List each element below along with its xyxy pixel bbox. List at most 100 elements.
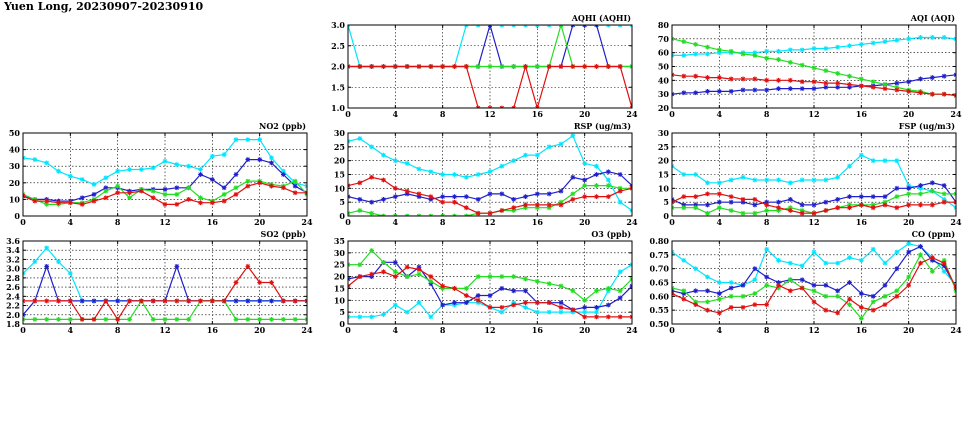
data-point-cyan [941, 35, 947, 40]
data-point-green [787, 59, 793, 65]
data-point-blue [906, 79, 912, 85]
data-point-red [894, 293, 900, 299]
data-point-cyan [416, 300, 422, 306]
chart-no2: 0 4 8 12 16 20 24 0 10 20 30 40 50 NO2 (ppb) [9, 121, 313, 227]
data-point-green [280, 316, 286, 322]
data-point-red [138, 298, 144, 304]
plot-frame [22, 132, 308, 217]
data-point-blue [858, 291, 864, 296]
data-point-cyan [138, 167, 144, 172]
x-tick-label: 0 [669, 325, 675, 335]
data-point-cyan [269, 155, 274, 161]
data-point-cyan [941, 269, 947, 274]
data-point-green [823, 293, 829, 299]
data-point-cyan [198, 167, 203, 172]
data-point-green [693, 41, 699, 47]
x-tick-label: 0 [669, 109, 675, 119]
data-point-red [847, 205, 852, 211]
data-point-cyan [752, 50, 758, 56]
data-point-red [705, 191, 710, 197]
data-point-green [894, 288, 900, 294]
x-tick-label: 12 [808, 109, 819, 119]
x-tick-label: 12 [159, 325, 170, 335]
data-point-blue [776, 86, 781, 92]
y-tick-label: 3.6 [6, 236, 20, 246]
data-point-red [870, 307, 876, 313]
data-point-red [570, 307, 576, 313]
chart-title: CO (ppm) [912, 229, 956, 239]
data-point-blue [463, 194, 469, 200]
data-point-red [233, 280, 239, 285]
data-point-blue [716, 291, 722, 296]
data-point-green [787, 277, 793, 283]
data-point-cyan [847, 255, 852, 260]
data-point-blue [847, 194, 852, 200]
data-point-cyan [546, 309, 552, 315]
data-point-blue [858, 194, 864, 200]
data-point-cyan [799, 47, 805, 53]
data-point-green [594, 288, 599, 294]
data-point-cyan [56, 168, 61, 174]
data-point-red [705, 307, 710, 313]
x-tick-label: 4 [68, 217, 74, 227]
data-point-red [452, 64, 457, 69]
data-point-blue [475, 293, 481, 298]
data-point-blue [941, 263, 947, 269]
data-point-green [716, 205, 722, 211]
data-point-blue [381, 197, 386, 202]
data-point-red [428, 64, 434, 69]
x-tick-label: 20 [903, 109, 915, 119]
y-tick-label: 20 [658, 103, 670, 113]
data-point-blue [693, 288, 699, 294]
data-point-green [357, 262, 363, 268]
data-point-blue [605, 302, 611, 308]
data-point-green [103, 188, 109, 194]
x-tick-label: 16 [532, 109, 544, 119]
data-point-blue [693, 90, 699, 96]
data-point-blue [245, 298, 251, 304]
plot-area [672, 35, 956, 98]
data-point-cyan [523, 152, 528, 158]
data-point-cyan [835, 260, 841, 266]
data-point-green [369, 248, 375, 253]
data-point-red [617, 64, 623, 69]
y-tick-label: 0.75 [650, 250, 669, 260]
data-point-cyan [776, 48, 781, 54]
x-tick-label: 8 [764, 217, 770, 227]
data-point-red [776, 205, 781, 211]
data-point-green [811, 288, 817, 294]
chart-aqi: 0 4 8 12 16 20 24 20 30 40 50 60 70 80 AQI (AQI) [658, 13, 962, 119]
y-tick-label: 0.55 [650, 305, 669, 315]
data-point-cyan [534, 309, 540, 315]
data-point-green [404, 274, 410, 279]
data-point-red [764, 202, 770, 208]
data-point-cyan [381, 152, 386, 158]
data-point-blue [929, 75, 935, 80]
data-point-red [693, 194, 699, 200]
data-point-green [523, 276, 528, 282]
data-point-red [847, 82, 852, 87]
data-point-blue [257, 298, 263, 304]
data-point-red [44, 298, 50, 304]
data-point-blue [404, 191, 410, 197]
y-tick-label: 10 [9, 194, 21, 204]
data-point-green [787, 205, 793, 211]
data-point-red [245, 183, 251, 189]
data-point-red [546, 300, 552, 306]
data-point-blue [764, 199, 770, 205]
data-point-cyan [918, 35, 923, 40]
data-point-green [681, 288, 687, 294]
data-point-blue [594, 305, 599, 310]
data-point-red [882, 302, 888, 308]
data-point-blue [728, 199, 734, 205]
data-point-red [186, 197, 192, 202]
data-point-cyan [929, 35, 935, 40]
data-point-red [44, 198, 50, 204]
plot-frame [671, 240, 957, 325]
chart-title: NO2 (ppb) [259, 121, 306, 131]
data-point-red [906, 202, 912, 208]
data-point-cyan [716, 50, 722, 56]
data-point-blue [918, 76, 923, 82]
data-point-cyan [404, 161, 410, 166]
data-point-blue [705, 89, 710, 94]
